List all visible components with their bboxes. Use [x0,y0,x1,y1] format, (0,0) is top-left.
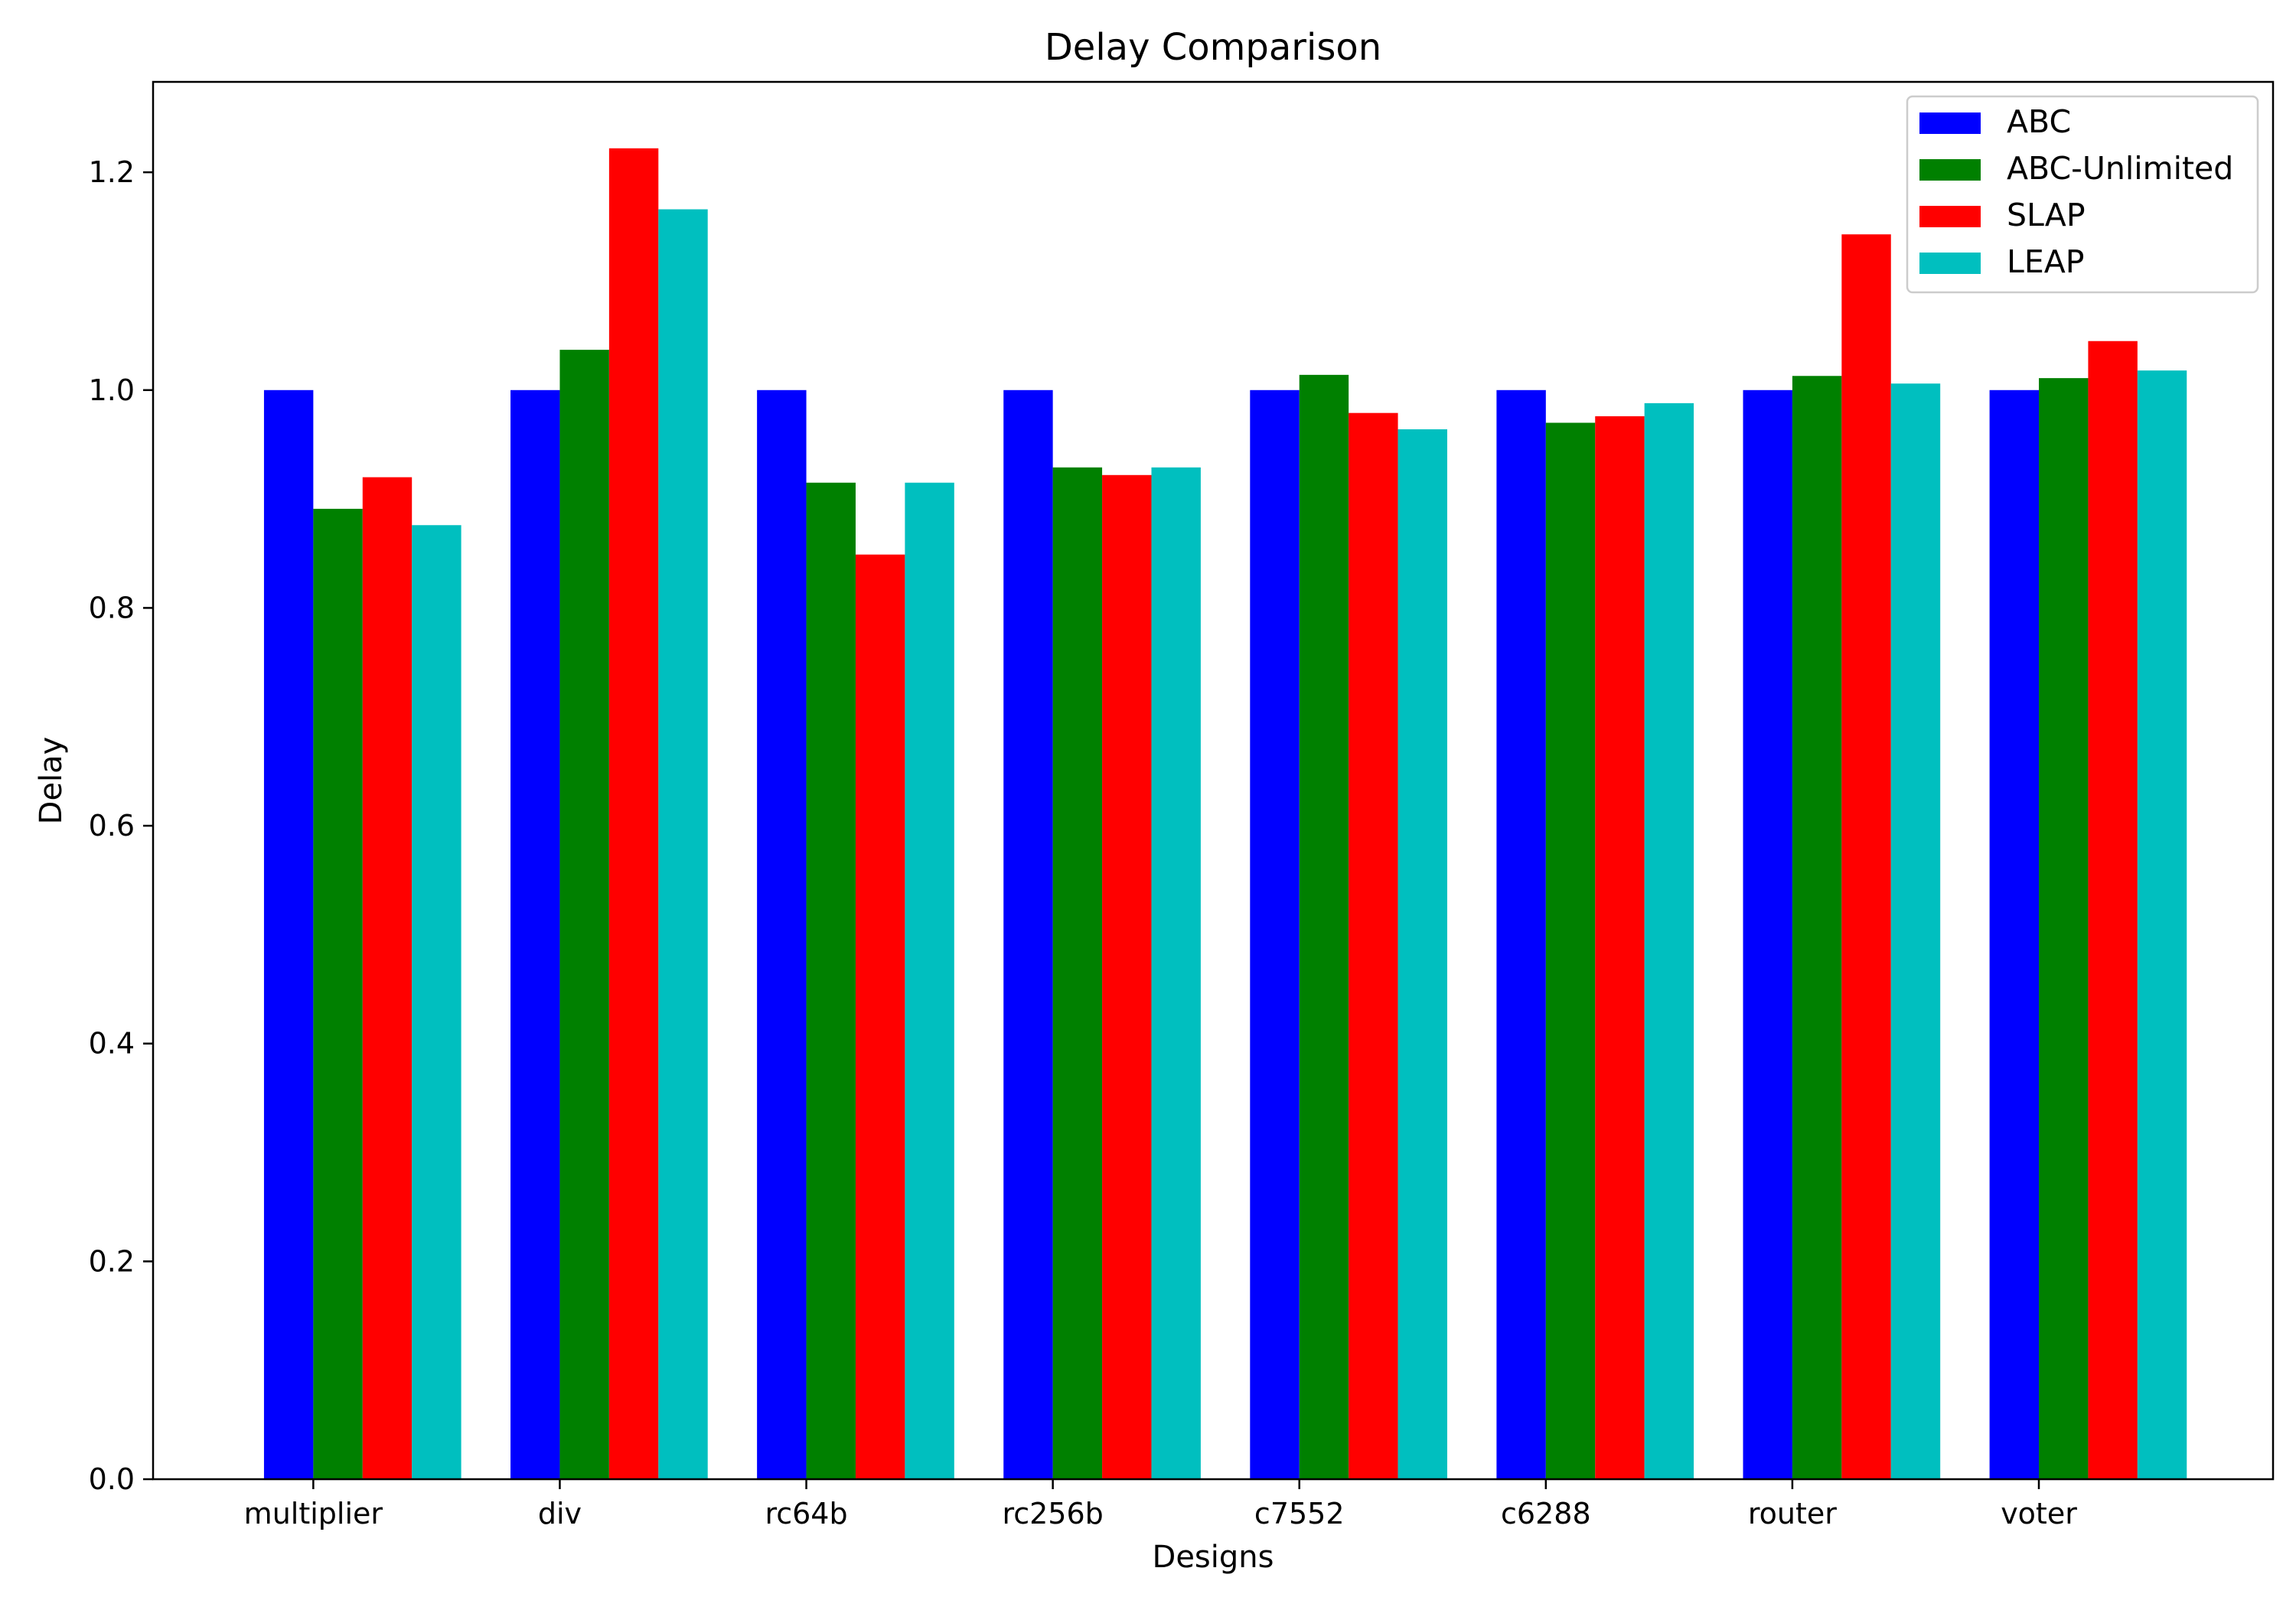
x-tick-label: div [538,1497,582,1530]
bar-abc-voter [1989,390,2040,1479]
legend-box [1906,95,2259,294]
bar-abc-multiplier [263,390,314,1479]
bar-leap-voter [2137,370,2187,1479]
bar-abc-rc256b [1003,390,1053,1479]
legend-swatch-abc [1919,112,1981,134]
bar-leap-div [658,209,708,1479]
bar-leap-router [1890,383,1941,1480]
bar-abc-unlimited-c7552 [1299,374,1349,1480]
legend-label: LEAP [2007,243,2085,280]
bar-abc-unlimited-div [559,350,609,1479]
y-tick-label: 1.0 [89,373,135,407]
legend-label: SLAP [2007,197,2086,233]
y-axis-title: Delay [34,737,69,825]
bar-abc-rc64b [757,390,807,1479]
bar-leap-rc256b [1151,467,1201,1479]
legend-swatch-slap [1919,206,1981,227]
bars-layer [263,148,2187,1480]
bar-slap-c7552 [1349,412,1398,1480]
bar-abc-unlimited-rc64b [806,482,856,1479]
x-axis-title: Designs [1153,1540,1274,1575]
y-tick-label: 0.2 [89,1244,135,1278]
y-axis-ticks: 0.0 0.2 0.4 0.6 0.8 1.0 1.2 [89,155,153,1496]
bar-abc-c6288 [1496,390,1546,1479]
x-tick-label: c7552 [1254,1497,1345,1530]
bar-leap-c6288 [1644,403,1694,1479]
bar-abc-c7552 [1250,390,1300,1479]
bar-abc-unlimited-voter [2039,378,2089,1479]
x-tick-label: rc256b [1002,1497,1103,1530]
bar-abc-unlimited-multiplier [313,508,363,1479]
y-tick-label: 0.8 [89,591,135,624]
bar-abc-div [510,390,560,1479]
x-tick-label: c6288 [1501,1497,1591,1530]
legend-label: ABC-Unlimited [2007,150,2233,187]
bar-slap-rc64b [855,554,905,1480]
bar-slap-voter [2088,341,2138,1480]
legend-swatch-abc-unlimited [1919,159,1981,181]
bar-abc-router [1743,390,1792,1479]
y-tick-label: 0.4 [89,1027,135,1061]
x-tick-label: rc64b [765,1497,847,1530]
x-tick-label: multiplier [244,1497,383,1530]
legend-swatch-leap [1919,253,1981,274]
x-tick-label: router [1748,1497,1837,1530]
bar-leap-rc64b [905,482,954,1479]
bar-abc-unlimited-c6288 [1545,422,1596,1479]
y-tick-label: 1.2 [89,155,135,189]
plot-frame [152,80,2275,1481]
bar-slap-c6288 [1595,416,1645,1480]
y-tick-label: 0.6 [89,809,135,843]
bar-abc-unlimited-rc256b [1052,467,1103,1479]
bar-leap-multiplier [412,525,461,1479]
x-tick-label: voter [2001,1497,2077,1530]
y-tick-label: 0.0 [89,1462,135,1496]
legend: ABC ABC-Unlimited SLAP LEAP [1906,95,2259,294]
bar-abc-unlimited-router [1792,376,1842,1479]
bar-leap-c7552 [1397,429,1447,1479]
legend-label: ABC [2007,103,2071,140]
chart-title: Delay Comparison [1045,26,1381,69]
bar-slap-rc256b [1102,474,1152,1479]
bar-slap-router [1841,234,1891,1479]
bar-slap-multiplier [362,477,413,1479]
bar-slap-div [608,148,659,1479]
x-axis-ticks: multiplier div rc64b rc256b c7552 c6288 router… [244,1479,2077,1530]
